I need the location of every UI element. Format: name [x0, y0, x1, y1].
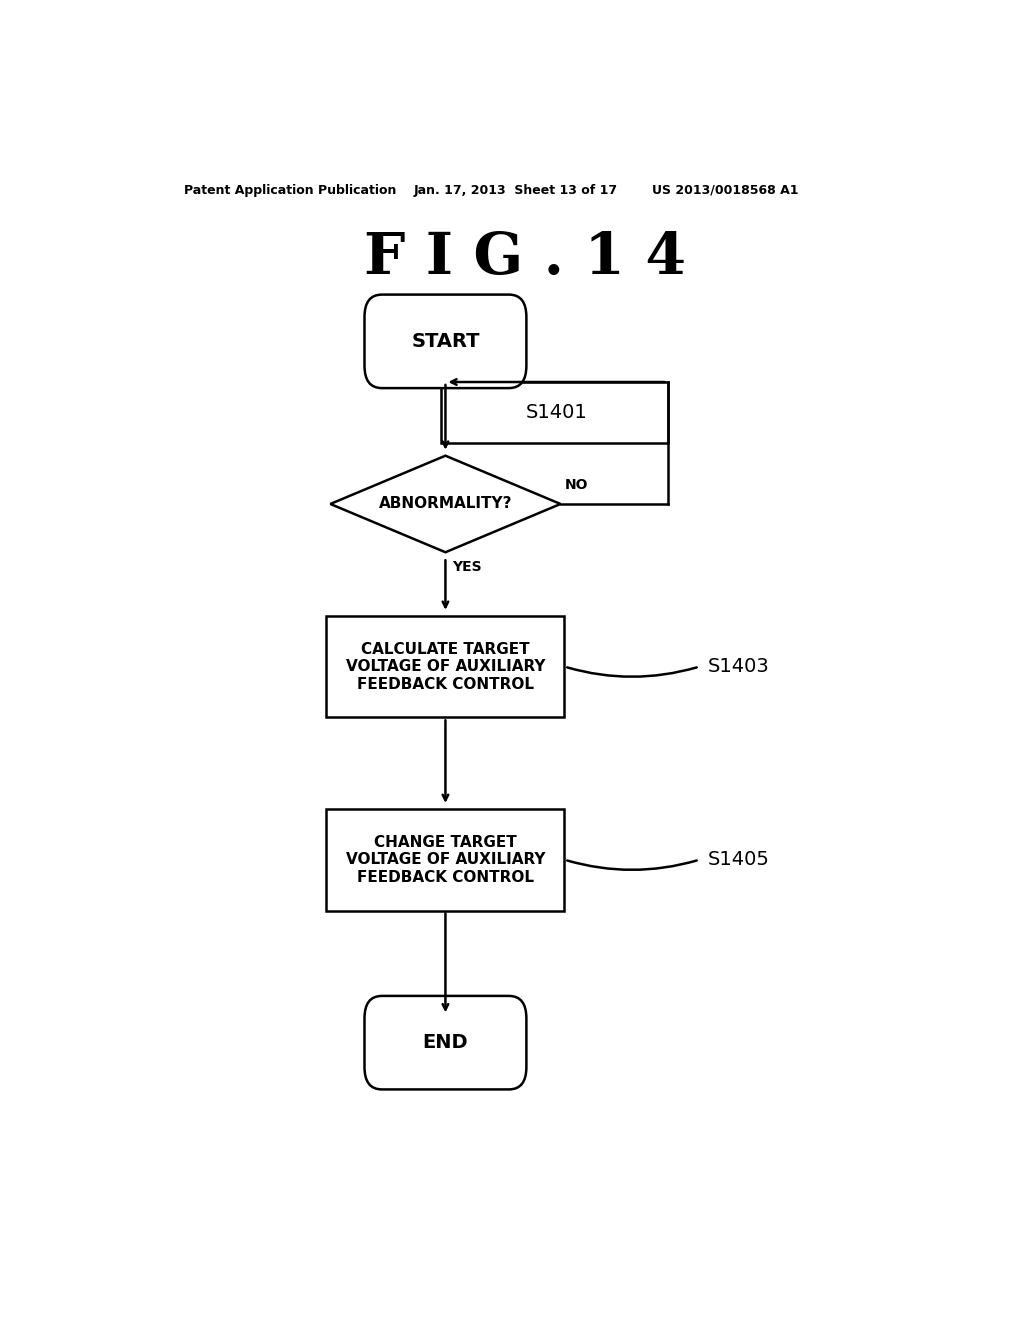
Text: CALCULATE TARGET
VOLTAGE OF AUXILIARY
FEEDBACK CONTROL: CALCULATE TARGET VOLTAGE OF AUXILIARY FE…	[346, 642, 545, 692]
Bar	[327, 809, 564, 911]
Text: Patent Application Publication: Patent Application Publication	[183, 183, 396, 197]
Text: S1405: S1405	[708, 850, 769, 869]
Text: US 2013/0018568 A1: US 2013/0018568 A1	[652, 183, 799, 197]
Text: S1401: S1401	[525, 403, 588, 422]
Text: CHANGE TARGET
VOLTAGE OF AUXILIARY
FEEDBACK CONTROL: CHANGE TARGET VOLTAGE OF AUXILIARY FEEDB…	[346, 834, 545, 884]
Polygon shape	[331, 455, 560, 552]
FancyBboxPatch shape	[365, 294, 526, 388]
Bar	[441, 381, 668, 444]
Text: YES: YES	[452, 561, 481, 574]
Text: Jan. 17, 2013  Sheet 13 of 17: Jan. 17, 2013 Sheet 13 of 17	[414, 183, 617, 197]
Text: S1403: S1403	[708, 657, 769, 676]
Bar	[327, 615, 564, 718]
Text: ABNORMALITY?: ABNORMALITY?	[379, 496, 512, 511]
FancyBboxPatch shape	[365, 995, 526, 1089]
Text: END: END	[423, 1034, 468, 1052]
Text: START: START	[412, 331, 479, 351]
Text: F I G . 1 4: F I G . 1 4	[364, 230, 686, 285]
Text: NO: NO	[564, 478, 588, 492]
